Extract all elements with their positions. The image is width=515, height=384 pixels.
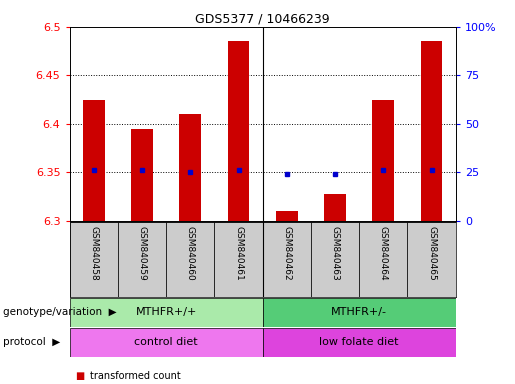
Text: GSM840462: GSM840462 <box>282 226 291 280</box>
Text: genotype/variation  ▶: genotype/variation ▶ <box>3 307 116 318</box>
Text: control diet: control diet <box>134 337 198 348</box>
Bar <box>407 222 456 297</box>
Bar <box>228 41 249 221</box>
Bar <box>70 328 263 357</box>
Text: low folate diet: low folate diet <box>319 337 399 348</box>
Bar <box>359 222 407 297</box>
Text: MTHFR+/-: MTHFR+/- <box>331 307 387 318</box>
Text: protocol  ▶: protocol ▶ <box>3 337 60 348</box>
Bar <box>131 129 153 221</box>
Text: ■: ■ <box>75 371 84 381</box>
Text: GSM840459: GSM840459 <box>138 226 146 280</box>
Bar <box>179 114 201 221</box>
Bar <box>276 211 298 221</box>
Title: GDS5377 / 10466239: GDS5377 / 10466239 <box>195 13 330 26</box>
Bar <box>70 222 118 297</box>
Text: GSM840460: GSM840460 <box>186 226 195 280</box>
Bar <box>421 41 442 221</box>
Bar <box>263 298 456 327</box>
Text: GSM840463: GSM840463 <box>331 226 339 280</box>
Bar <box>83 99 105 221</box>
Text: MTHFR+/+: MTHFR+/+ <box>135 307 197 318</box>
Text: GSM840461: GSM840461 <box>234 226 243 280</box>
Bar <box>324 194 346 221</box>
Bar <box>166 222 214 297</box>
Text: GSM840458: GSM840458 <box>89 226 98 280</box>
Bar <box>263 328 456 357</box>
Bar <box>263 222 311 297</box>
Bar <box>70 298 263 327</box>
Bar <box>311 222 359 297</box>
Bar <box>372 99 394 221</box>
Text: GSM840465: GSM840465 <box>427 226 436 280</box>
Bar <box>214 222 263 297</box>
Text: GSM840464: GSM840464 <box>379 226 388 280</box>
Text: transformed count: transformed count <box>90 371 181 381</box>
Bar <box>118 222 166 297</box>
